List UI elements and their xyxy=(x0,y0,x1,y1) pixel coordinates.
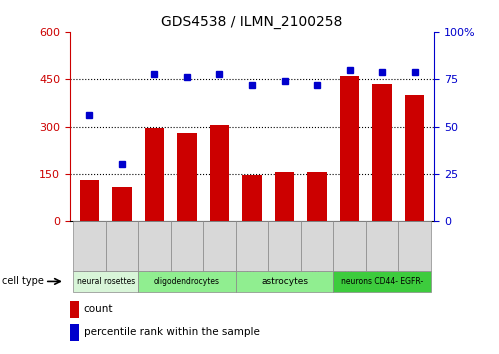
Bar xyxy=(177,133,197,221)
Bar xyxy=(138,221,171,271)
Bar xyxy=(106,221,138,271)
Bar xyxy=(242,175,262,221)
Bar xyxy=(210,125,229,221)
Bar xyxy=(268,221,301,271)
Bar xyxy=(366,221,398,271)
Bar xyxy=(145,128,164,221)
Bar xyxy=(398,221,431,271)
Bar xyxy=(275,172,294,221)
Text: cell type: cell type xyxy=(2,276,44,286)
Text: oligodendrocytes: oligodendrocytes xyxy=(154,277,220,286)
Text: neurons CD44- EGFR-: neurons CD44- EGFR- xyxy=(341,277,423,286)
Text: count: count xyxy=(84,304,113,314)
Bar xyxy=(70,324,79,341)
Text: percentile rank within the sample: percentile rank within the sample xyxy=(84,327,259,337)
Bar xyxy=(340,76,359,221)
Bar xyxy=(112,187,132,221)
Bar xyxy=(73,221,106,271)
Bar xyxy=(236,271,333,292)
Text: astrocytes: astrocytes xyxy=(261,277,308,286)
Bar xyxy=(333,221,366,271)
Bar xyxy=(333,271,431,292)
Bar xyxy=(236,221,268,271)
Bar xyxy=(73,271,138,292)
Bar xyxy=(203,221,236,271)
Bar xyxy=(70,301,79,318)
Bar xyxy=(138,271,236,292)
Bar xyxy=(171,221,203,271)
Title: GDS4538 / ILMN_2100258: GDS4538 / ILMN_2100258 xyxy=(161,16,343,29)
Bar xyxy=(80,180,99,221)
Bar xyxy=(307,172,327,221)
Text: neural rosettes: neural rosettes xyxy=(76,277,135,286)
Bar xyxy=(372,84,392,221)
Bar xyxy=(405,95,424,221)
Bar xyxy=(301,221,333,271)
